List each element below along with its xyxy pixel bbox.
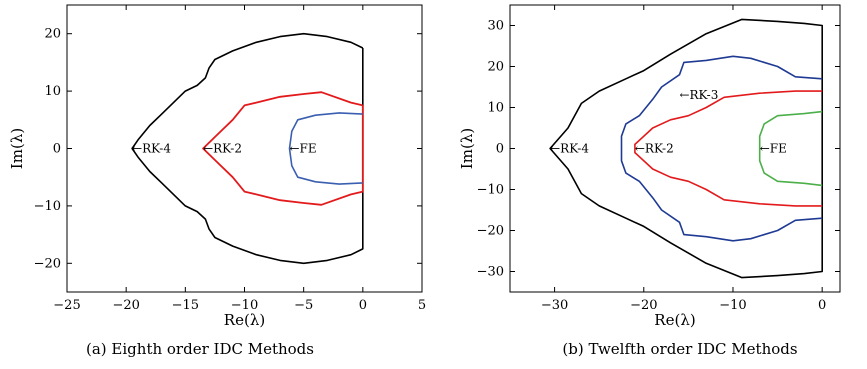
x-axis-label: Re(λ) [654, 311, 695, 329]
y-tick-label: 0 [496, 142, 504, 157]
x-tick-label: 0 [359, 298, 367, 313]
annotation-label: ←RK-2 [635, 142, 674, 156]
x-tick-label: 0 [818, 298, 826, 313]
x-tick-label: −20 [112, 298, 139, 313]
y-tick-label: −20 [34, 256, 61, 271]
x-tick-label: −10 [231, 298, 258, 313]
y-tick-label: 30 [487, 19, 504, 34]
y-tick-label: −30 [477, 265, 504, 280]
annotation-label: ←FE [760, 142, 787, 156]
annotation-label: ←RK-4 [550, 142, 589, 156]
chart-panel-1: −30 −20 −10 0 −30 −20 −10 0 10 20 30 ←RK-4 ←RK-3 ←RK-… [458, 4, 841, 358]
series-line-rk-4 [549, 18, 823, 279]
x-tick-label: 5 [418, 298, 426, 313]
y-axis-label: Im(λ) [458, 128, 476, 169]
y-tick-label: 0 [53, 142, 61, 157]
series-line-fe [288, 112, 363, 185]
y-tick-label: −20 [477, 224, 504, 239]
annotation-label: ←RK-2 [203, 142, 242, 156]
x-axis-label: Re(λ) [224, 311, 265, 329]
figure-caption: (a) Eighth order IDC Methods [86, 340, 314, 358]
annotation-label: ←FE [289, 142, 316, 156]
series-line-rk-2 [202, 91, 364, 206]
x-tick-label: −20 [630, 298, 657, 313]
series-line-fe [758, 110, 823, 187]
x-tick-label: −10 [719, 298, 746, 313]
annotation-label: ←RK-3 [679, 88, 718, 102]
figure-caption: (b) Twelfth order IDC Methods [562, 340, 797, 358]
y-axis-label: Im(λ) [8, 128, 26, 169]
y-tick-label: 10 [487, 101, 504, 116]
x-tick-label: −30 [541, 298, 568, 313]
series-line-rk-4 [131, 32, 364, 265]
y-tick-label: 20 [44, 27, 61, 42]
x-tick-label: −15 [172, 298, 199, 313]
y-tick-label: −10 [34, 199, 61, 214]
series-line-rk-2 [634, 90, 823, 207]
chart-panel-0: −25 −20 −15 −10 −5 0 5 −20 −10 0 10 20 ←RK-4 ←RK-2 ←FE… [8, 4, 426, 358]
y-tick-label: −10 [477, 183, 504, 198]
series-line-rk-3 [620, 55, 823, 242]
y-tick-label: 20 [487, 60, 504, 75]
y-tick-label: 10 [44, 84, 61, 99]
x-tick-label: −25 [53, 298, 80, 313]
plot-frame [66, 4, 423, 293]
annotation-label: ←RK-4 [132, 142, 171, 156]
x-tick-label: −5 [294, 298, 313, 313]
